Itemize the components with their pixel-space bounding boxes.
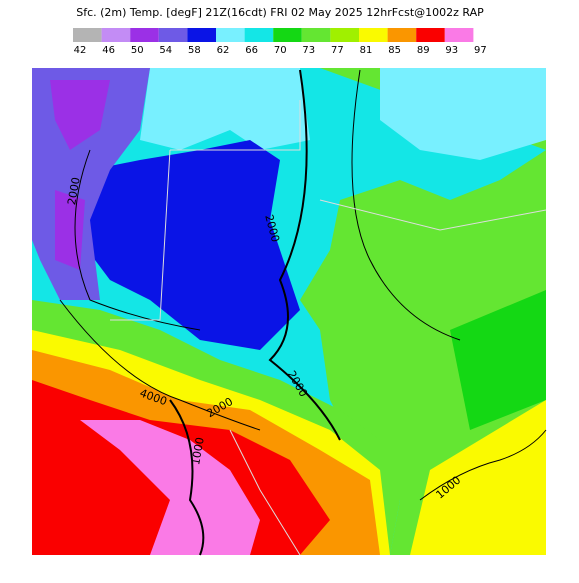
contour-label: 2000 [65, 176, 83, 206]
yellow-area [410, 400, 546, 555]
legend-label: 70 [274, 45, 287, 56]
contours [59, 69, 547, 556]
legend-swatch [244, 28, 274, 42]
legend-swatch [73, 28, 102, 42]
legend-swatch [187, 28, 216, 42]
boundaries [110, 100, 547, 556]
legend-label: 97 [474, 45, 487, 56]
legend-label: 46 [102, 45, 115, 56]
legend-label: 62 [217, 45, 230, 56]
legend-swatch [387, 28, 417, 42]
legend-label: 66 [245, 45, 258, 56]
coldest-area [50, 80, 110, 270]
legend-label: 81 [360, 45, 373, 56]
legend-swatch [444, 28, 474, 42]
legend: 42 46 50 54 58 62 66 70 73 77 81 85 89 93 97 [73, 28, 487, 56]
legend-swatch [416, 28, 445, 42]
cool-area [140, 68, 310, 150]
legend-swatch [273, 28, 302, 42]
legend-label: 77 [331, 45, 344, 56]
cold-area [80, 140, 300, 350]
cool-area [380, 68, 546, 160]
legend-swatch [158, 28, 188, 42]
legend-label: 58 [188, 45, 201, 56]
legend-label: 93 [445, 45, 458, 56]
legend-label: 85 [388, 45, 401, 56]
legend-swatch [330, 28, 359, 42]
legend-swatch [359, 28, 388, 42]
legend-label: 89 [417, 45, 430, 56]
legend-swatch [216, 28, 245, 42]
title: Sfc. (2m) Temp. [degF] 21Z(16cdt) FRI 02… [76, 6, 484, 19]
green-area [450, 290, 546, 430]
legend-label: 54 [159, 45, 172, 56]
legend-label: 42 [74, 45, 87, 56]
legend-swatch [130, 28, 159, 42]
legend-label: 50 [131, 45, 144, 56]
map: 2000 2000 2000 2000 4000 1000 1000 [32, 68, 547, 556]
contour-label: 1000 [189, 436, 207, 466]
hot-area [80, 420, 260, 555]
legend-swatch [101, 28, 131, 42]
legend-label: 73 [302, 45, 315, 56]
legend-swatch [301, 28, 331, 42]
